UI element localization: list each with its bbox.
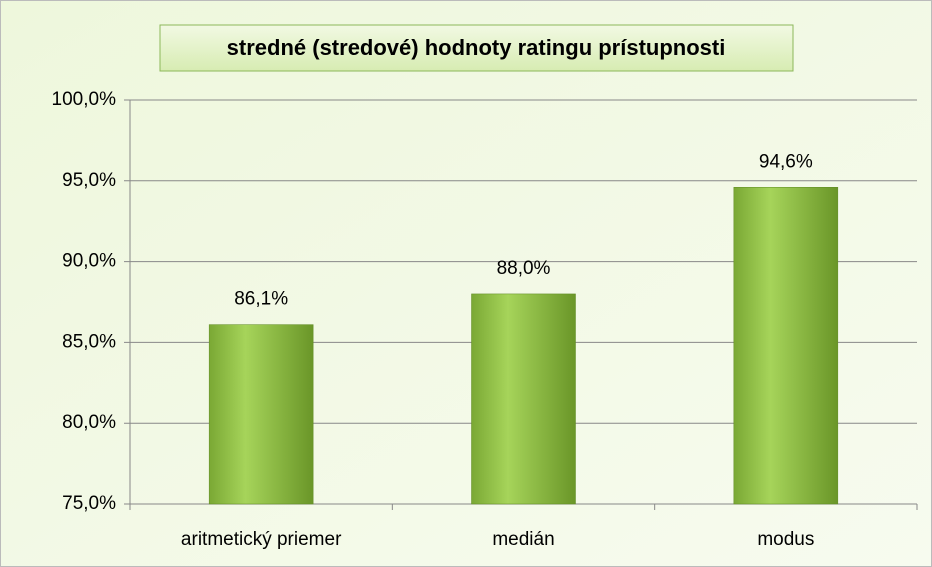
y-tick-label: 100,0% [52,89,117,110]
x-tick-label: modus [757,529,814,550]
value-label: 88,0% [497,258,551,279]
title-box [159,24,794,72]
bar [208,324,314,505]
chart-title: stredné (stredové) hodnoty ratingu príst… [227,35,726,60]
value-label: 86,1% [234,289,288,310]
x-tick-label: aritmetický priemer [181,529,342,550]
y-tick-label: 85,0% [62,331,116,352]
y-tick-label: 75,0% [62,493,116,514]
bar [733,187,839,505]
value-label: 94,6% [759,151,813,172]
y-tick-label: 80,0% [62,412,116,433]
y-tick-label: 90,0% [62,251,116,272]
x-tick-label: medián [492,529,554,550]
bar [471,293,576,505]
y-tick-label: 95,0% [62,170,116,191]
